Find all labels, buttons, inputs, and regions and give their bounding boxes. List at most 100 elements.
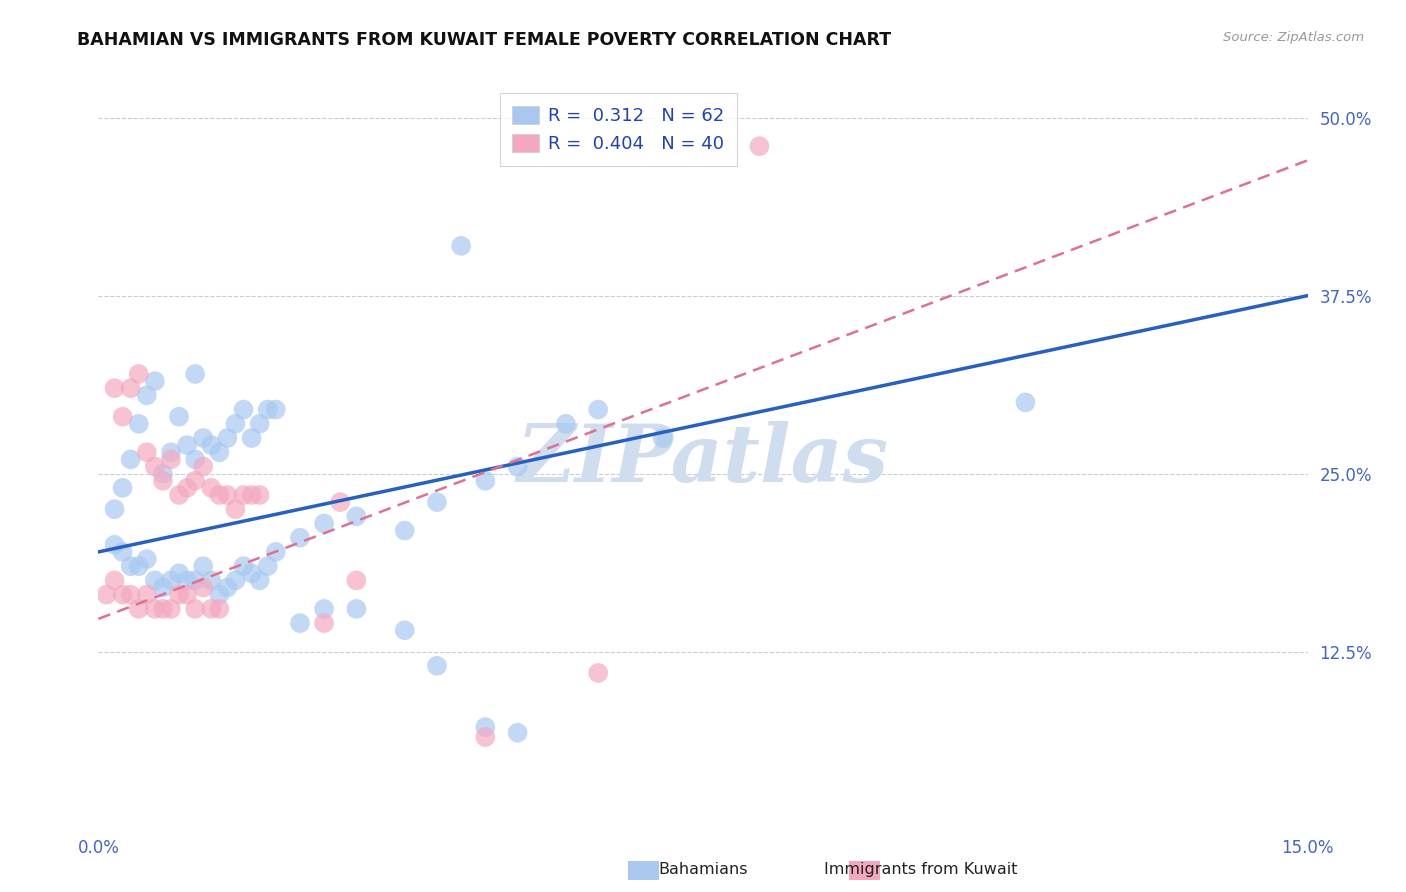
Point — [128, 559, 150, 574]
Point — [111, 409, 134, 424]
Point — [344, 574, 367, 588]
Point — [208, 602, 231, 616]
Point — [586, 665, 609, 680]
Point — [200, 574, 222, 588]
Point — [103, 502, 125, 516]
Point — [256, 559, 278, 574]
Point — [288, 616, 311, 631]
Point — [193, 581, 215, 595]
Point — [240, 488, 263, 502]
Point — [506, 725, 529, 739]
Point — [240, 566, 263, 581]
Point — [111, 545, 134, 559]
Point — [143, 574, 166, 588]
Point — [224, 502, 246, 516]
Point — [249, 417, 271, 431]
Point — [184, 452, 207, 467]
Point — [200, 602, 222, 616]
Point — [314, 516, 336, 531]
Point — [1014, 395, 1036, 409]
Point — [217, 431, 239, 445]
Point — [193, 459, 215, 474]
Point — [128, 367, 150, 381]
Point — [96, 588, 118, 602]
Point — [506, 459, 529, 474]
Point — [224, 417, 246, 431]
Point — [111, 588, 134, 602]
Point — [249, 488, 271, 502]
Point — [474, 720, 496, 734]
Point — [167, 566, 190, 581]
Point — [152, 581, 174, 595]
Point — [120, 381, 142, 395]
Point — [264, 402, 287, 417]
Text: Bahamians: Bahamians — [658, 863, 748, 877]
Point — [135, 445, 157, 459]
Point — [193, 431, 215, 445]
Point — [128, 602, 150, 616]
Point — [120, 559, 142, 574]
Point — [176, 574, 198, 588]
Point — [450, 239, 472, 253]
Point — [176, 438, 198, 452]
Point — [748, 139, 770, 153]
Text: Immigrants from Kuwait: Immigrants from Kuwait — [824, 863, 1018, 877]
Point — [120, 452, 142, 467]
Point — [314, 616, 336, 631]
Point — [217, 488, 239, 502]
Text: BAHAMIAN VS IMMIGRANTS FROM KUWAIT FEMALE POVERTY CORRELATION CHART: BAHAMIAN VS IMMIGRANTS FROM KUWAIT FEMAL… — [77, 31, 891, 49]
Point — [586, 402, 609, 417]
Point — [160, 452, 183, 467]
Point — [103, 574, 125, 588]
Point — [224, 574, 246, 588]
Text: Source: ZipAtlas.com: Source: ZipAtlas.com — [1223, 31, 1364, 45]
Point — [208, 445, 231, 459]
Point — [651, 431, 673, 445]
Point — [200, 481, 222, 495]
Point — [135, 552, 157, 566]
Point — [329, 495, 352, 509]
Point — [111, 481, 134, 495]
Point — [264, 545, 287, 559]
Point — [120, 588, 142, 602]
Point — [103, 381, 125, 395]
Point — [394, 524, 416, 538]
Point — [152, 467, 174, 481]
Point — [474, 474, 496, 488]
Point — [152, 474, 174, 488]
Point — [135, 588, 157, 602]
Point — [103, 538, 125, 552]
Point — [208, 488, 231, 502]
Point — [232, 559, 254, 574]
Point — [143, 602, 166, 616]
Point — [184, 367, 207, 381]
Point — [256, 402, 278, 417]
Point — [217, 581, 239, 595]
Point — [128, 417, 150, 431]
Point — [184, 574, 207, 588]
Point — [184, 602, 207, 616]
Point — [344, 602, 367, 616]
Point — [193, 559, 215, 574]
Text: ZIPatlas: ZIPatlas — [517, 421, 889, 498]
Point — [426, 658, 449, 673]
Point — [135, 388, 157, 402]
Point — [474, 730, 496, 744]
Point — [176, 481, 198, 495]
Point — [232, 488, 254, 502]
Point — [143, 459, 166, 474]
Point — [167, 409, 190, 424]
Legend: R =  0.312   N = 62, R =  0.404   N = 40: R = 0.312 N = 62, R = 0.404 N = 40 — [499, 93, 737, 166]
Point — [394, 624, 416, 638]
Point — [249, 574, 271, 588]
Point — [176, 588, 198, 602]
Point — [314, 602, 336, 616]
Point — [555, 417, 578, 431]
Point — [160, 574, 183, 588]
Point — [167, 588, 190, 602]
Point — [184, 474, 207, 488]
Point — [160, 445, 183, 459]
Point — [426, 495, 449, 509]
Point — [152, 602, 174, 616]
Point — [200, 438, 222, 452]
